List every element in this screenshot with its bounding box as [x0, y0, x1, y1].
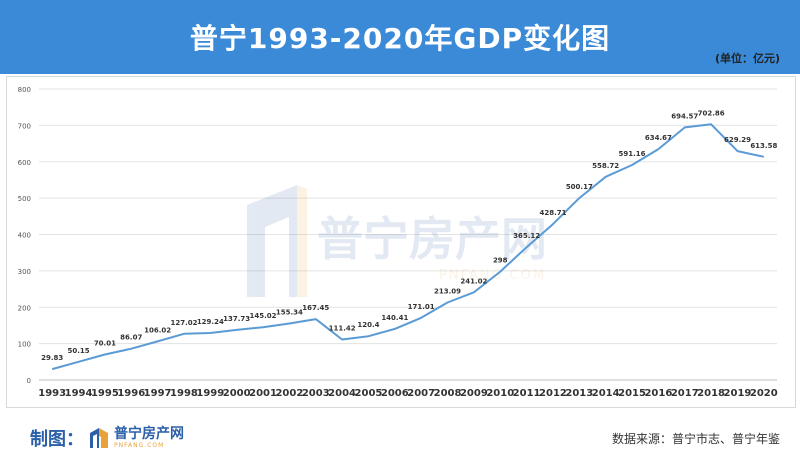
data-label: 171.01 — [408, 303, 435, 311]
data-label: 50.15 — [67, 347, 89, 355]
data-label: 298 — [493, 257, 508, 265]
y-tick-label: 0 — [27, 377, 31, 385]
data-label: 70.01 — [94, 340, 116, 348]
data-label: 591.16 — [619, 150, 646, 158]
data-label: 629.29 — [724, 136, 751, 144]
data-label: 500.17 — [566, 183, 593, 191]
chart-area: 普宁房产网 PNFANG.COM 29.83 50.15 70.01 86.07 106… — [6, 76, 796, 408]
data-label: 120.4 — [357, 321, 379, 329]
gdp-line-chart: 普宁房产网 PNFANG.COM 29.83 50.15 70.01 86.07106… — [18, 86, 778, 399]
x-tick-label: 1994 — [65, 388, 93, 399]
maker-credit: 制图： 普宁房产网 PNFANG.COM — [30, 424, 184, 452]
y-tick-label: 700 — [18, 122, 31, 130]
y-tick-label: 500 — [18, 195, 31, 203]
x-tick-label: 2002 — [275, 388, 303, 399]
x-tick-label: 2013 — [565, 388, 593, 399]
data-label: 702.86 — [698, 109, 725, 117]
y-tick-label: 400 — [18, 232, 31, 240]
logo-name: 普宁房产网 — [114, 426, 184, 442]
data-label: 428.71 — [539, 209, 566, 217]
pnfang-logo: 普宁房产网 PNFANG.COM — [88, 427, 184, 449]
x-tick-label: 1998 — [170, 388, 198, 399]
y-tick-label: 600 — [18, 159, 31, 167]
x-tick-label: 2015 — [618, 388, 646, 399]
maker-label: 制图： — [30, 429, 84, 450]
x-tick-label: 2018 — [697, 388, 725, 399]
chart-title: 普宁1993-2020年GDP变化图 — [189, 22, 611, 55]
x-tick-label: 2014 — [592, 388, 620, 399]
x-tick-label: 2008 — [434, 388, 462, 399]
gdp-series-line — [51, 123, 765, 371]
x-tick-label: 2007 — [407, 388, 435, 399]
house-logo-icon — [88, 427, 110, 449]
data-label: 558.72 — [592, 162, 619, 170]
data-label: 140.41 — [381, 314, 408, 322]
x-tick-label: 2017 — [671, 388, 699, 399]
unit-label: (单位：亿元) — [714, 52, 780, 65]
x-tick-label: 1993 — [38, 388, 66, 399]
title-banner — [0, 0, 800, 74]
data-label: 634.67 — [645, 134, 672, 142]
data-label: 694.57 — [671, 112, 698, 120]
watermark-domain: PNFANG.COM — [439, 268, 546, 283]
data-label: 111.42 — [329, 324, 356, 332]
x-tick-label: 2009 — [460, 388, 488, 399]
y-tick-label: 300 — [18, 268, 31, 276]
x-tick-label: 2011 — [513, 388, 541, 399]
watermark: 普宁房产网 PNFANG.COM — [247, 185, 547, 297]
watermark-logo-icon — [247, 185, 307, 297]
x-tick-label: 2010 — [486, 388, 514, 399]
data-label: 167.45 — [302, 304, 329, 312]
data-label: 145.02 — [250, 312, 277, 320]
x-tick-label: 2016 — [644, 388, 672, 399]
y-tick-label: 200 — [18, 304, 31, 312]
x-tick-label: 2003 — [302, 388, 330, 399]
data-label: 137.73 — [223, 315, 250, 323]
x-tick-label: 1995 — [91, 388, 119, 399]
x-tick-label: 1996 — [117, 388, 145, 399]
x-tick-label: 2005 — [355, 388, 383, 399]
x-tick-label: 1999 — [196, 388, 224, 399]
x-tick-label: 2000 — [223, 388, 251, 399]
data-label: 613.58 — [750, 142, 777, 150]
data-label: 213.09 — [434, 287, 461, 295]
data-label: 129.24 — [197, 318, 224, 326]
data-label: 365.12 — [513, 232, 540, 240]
x-tick-label: 2001 — [249, 388, 277, 399]
x-tick-label: 2006 — [381, 388, 409, 399]
x-tick-label: 2019 — [724, 388, 752, 399]
y-tick-label: 800 — [18, 86, 31, 94]
data-label: 86.07 — [120, 334, 142, 342]
data-source: 数据来源：普宁市志、普宁年鉴 — [611, 432, 780, 446]
y-tick-label: 100 — [18, 341, 31, 349]
x-tick-label: 1997 — [144, 388, 172, 399]
data-label: 241.02 — [460, 277, 487, 285]
logo-domain: PNFANG.COM — [114, 442, 165, 449]
x-tick-label: 2012 — [539, 388, 567, 399]
x-tick-label: 2020 — [750, 388, 778, 399]
data-label: 127.02 — [170, 319, 197, 327]
data-label: 155.34 — [276, 308, 303, 316]
x-tick-label: 2004 — [328, 388, 356, 399]
data-label: 106.02 — [144, 326, 171, 334]
data-label: 29.83 — [41, 354, 63, 362]
watermark-name: 普宁房产网 — [317, 212, 547, 266]
